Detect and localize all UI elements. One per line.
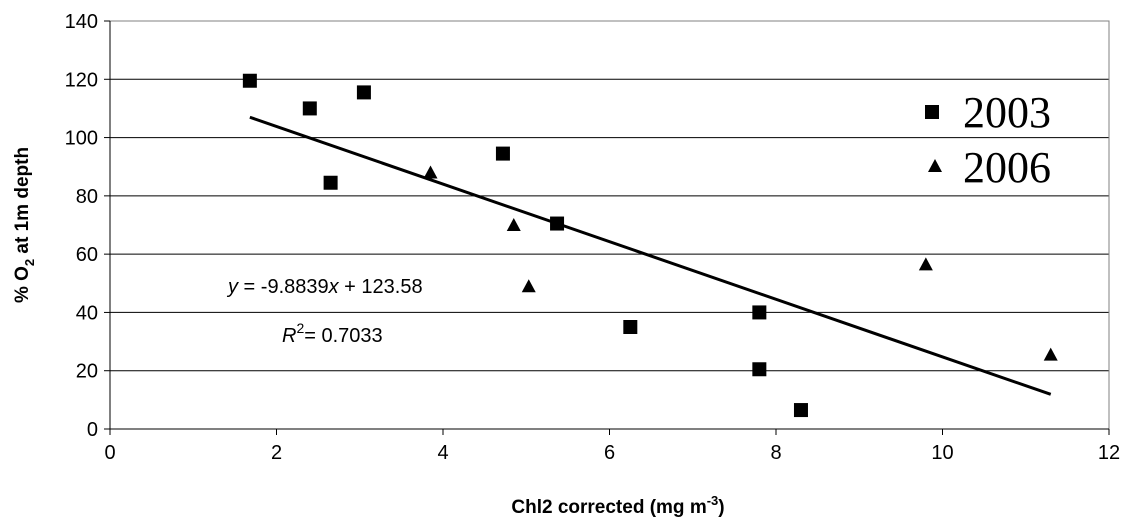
point-2003	[752, 305, 767, 320]
r2-value: = 0.7033	[304, 325, 382, 347]
y-tick-label: 140	[65, 11, 98, 33]
y-tick-label: 80	[76, 186, 98, 208]
equation-rest: = -9.8839	[238, 276, 329, 298]
x-tick-label: 10	[931, 442, 953, 464]
x-tick-label: 2	[271, 442, 282, 464]
legend-marker-2003	[925, 105, 939, 119]
r2-superscript: 2	[296, 320, 304, 336]
y-tick-label: 20	[76, 361, 98, 383]
equation-x: x	[328, 276, 340, 298]
x-tick-label: 6	[604, 442, 615, 464]
x-axis-label-end: )	[718, 497, 724, 518]
x-tick-label: 8	[770, 442, 781, 464]
data-points	[242, 73, 1058, 418]
point-2003	[242, 73, 257, 88]
point-2006	[521, 279, 536, 293]
point-2003	[495, 146, 510, 161]
point-2003	[356, 85, 371, 100]
y-axis-label: % O2 at 1m depth	[12, 147, 37, 303]
trendline	[249, 115, 1052, 396]
plot-area-frame	[109, 20, 1110, 430]
legend-label-2003: 2003	[963, 88, 1051, 137]
legend: 2003 2006	[925, 88, 1051, 192]
point-2006	[918, 257, 933, 271]
r2-letter: R	[282, 325, 296, 347]
y-axis-label-post: at 1m depth	[12, 147, 33, 259]
point-2003	[752, 362, 767, 377]
legend-marker-2006	[928, 159, 942, 172]
y-tick-label: 0	[87, 419, 98, 441]
point-2003	[550, 216, 565, 231]
point-2003	[302, 101, 317, 116]
gridlines	[110, 78, 1109, 372]
y-axis-label-sub: 2	[22, 259, 37, 266]
x-tick-label: 0	[104, 442, 115, 464]
equation-end: + 123.58	[339, 276, 423, 298]
point-2003	[793, 403, 808, 418]
x-tick-label: 12	[1098, 442, 1120, 464]
y-tick-label: 100	[65, 128, 98, 150]
y-axis-label-pre: % O	[12, 266, 33, 303]
x-axis-label: Chl2 corrected (mg m-3)	[511, 493, 724, 518]
point-2006	[506, 218, 521, 231]
legend-label-2006: 2006	[963, 143, 1051, 192]
trendline-equation: y = -9.8839x + 123.58	[226, 276, 423, 298]
point-2006	[1043, 347, 1058, 361]
point-2003	[323, 175, 338, 190]
x-axis-label-sup: -3	[707, 493, 719, 508]
axes	[104, 20, 1110, 435]
x-tick-label: 4	[437, 442, 448, 464]
tick-labels: 0 20 40 60 80 100 120 140 0 2 4 6 8 10 12	[65, 11, 1121, 464]
y-tick-label: 120	[65, 69, 98, 91]
r-squared-label: R2= 0.7033	[282, 320, 383, 347]
y-tick-label: 60	[76, 244, 98, 266]
point-2006	[423, 165, 438, 179]
equation-y: y	[226, 276, 239, 298]
trendline-path	[249, 115, 1052, 396]
y-tick-label: 40	[76, 302, 98, 324]
point-2003	[623, 320, 638, 334]
x-axis-label-main: Chl2 corrected (mg m	[511, 497, 706, 518]
